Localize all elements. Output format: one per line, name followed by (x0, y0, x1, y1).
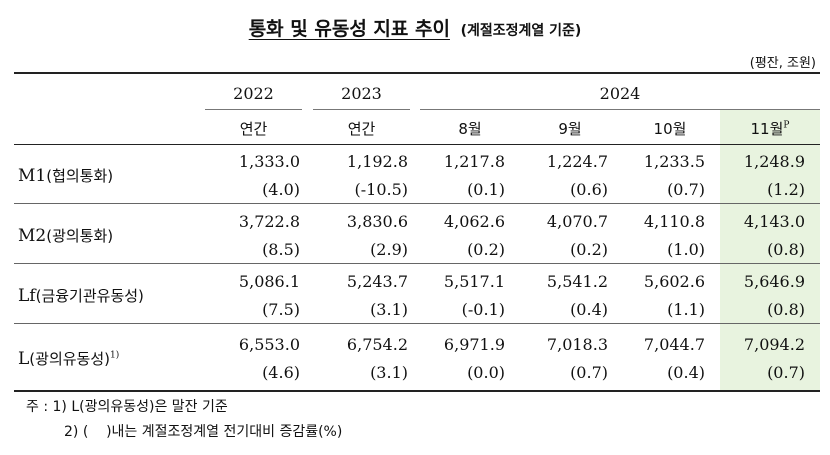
value-cell: 1,192.8 (346, 152, 408, 171)
rate-cell: (1.1) (667, 300, 705, 319)
note-1: 주 : 1) L(광의유동성)은 말잔 기준 (26, 399, 228, 415)
row-label: L(광의유동성)1) (18, 348, 119, 369)
rate-cell: (-10.5) (354, 180, 408, 199)
unit-label: (평잔, 조원) (749, 56, 816, 71)
subheader-sep: 9월 (558, 120, 582, 138)
year-2022: 2022 (233, 84, 274, 103)
value-cell: 5,541.2 (546, 272, 608, 291)
row-label-korean: (금융기관유동성) (35, 287, 144, 305)
latest-month-highlight (720, 110, 820, 390)
rate-cell: (0.7) (767, 363, 805, 382)
rate-cell: (0.2) (467, 240, 505, 259)
row-divider-2 (14, 263, 820, 264)
subheader-oct: 10월 (653, 120, 687, 138)
value-cell: 1,233.5 (643, 152, 705, 171)
rate-cell: (0.6) (570, 180, 608, 199)
value-cell: 7,018.3 (546, 335, 608, 354)
value-cell: 1,217.8 (443, 152, 505, 171)
value-cell: 1,248.9 (743, 152, 805, 171)
rate-cell: (0.8) (767, 300, 805, 319)
bottom-rule (14, 390, 820, 392)
value-cell: 1,224.7 (546, 152, 608, 171)
rate-cell: (3.1) (370, 363, 408, 382)
rate-cell: (0.7) (667, 180, 705, 199)
rate-cell: (1.0) (667, 240, 705, 259)
rate-cell: (0.7) (570, 363, 608, 382)
value-cell: 4,143.0 (743, 212, 805, 231)
rate-cell: (3.1) (370, 300, 408, 319)
rate-cell: (4.0) (262, 180, 300, 199)
rate-cell: (0.8) (767, 240, 805, 259)
row-divider-1 (14, 203, 820, 204)
value-cell: 6,754.2 (346, 335, 408, 354)
value-cell: 4,110.8 (643, 212, 705, 231)
row-label-footnote: 1) (110, 350, 120, 361)
row-label-korean: (광의통화) (46, 227, 114, 245)
preliminary-mark: P (783, 120, 790, 131)
value-cell: 7,094.2 (743, 335, 805, 354)
row-label-korean: (협의통화) (46, 167, 114, 185)
row-label-code: M1 (18, 166, 47, 186)
value-cell: 4,070.7 (546, 212, 608, 231)
row-divider-3 (14, 323, 820, 324)
row-label-code: M2 (18, 226, 47, 246)
value-cell: 7,044.7 (643, 335, 705, 354)
rate-cell: (0.2) (570, 240, 608, 259)
value-cell: 5,086.1 (238, 272, 300, 291)
title-subtitle: (계절조정계열 기준) (460, 23, 582, 39)
row-label: M2(광의통화) (18, 225, 113, 246)
row-label-code: Lf (18, 286, 36, 306)
header-rule-2023 (313, 109, 410, 110)
value-cell: 5,646.9 (743, 272, 805, 291)
header-bottom-rule (14, 144, 820, 145)
rate-cell: (0.0) (467, 363, 505, 382)
table-title: 통화 및 유동성 지표 추이 (계절조정계열 기준) (0, 14, 830, 41)
value-cell: 3,830.6 (346, 212, 408, 231)
row-label-korean: (광의유동성) (29, 350, 111, 368)
rate-cell: (0.4) (667, 363, 705, 382)
rate-cell: (7.5) (262, 300, 300, 319)
subheader-nov: 11월P (750, 120, 790, 138)
row-label: M1(협의통화) (18, 165, 113, 186)
top-rule (14, 72, 820, 74)
note-2: 2) ( )내는 계절조정계열 전기대비 증감률(%) (64, 424, 343, 440)
header-rule-2024 (420, 109, 820, 110)
value-cell: 1,333.0 (238, 152, 300, 171)
rate-cell: (0.4) (570, 300, 608, 319)
year-2024: 2024 (599, 84, 641, 103)
row-label-code: L (18, 349, 30, 369)
value-cell: 4,062.6 (443, 212, 505, 231)
value-cell: 5,602.6 (643, 272, 705, 291)
value-cell: 3,722.8 (238, 212, 300, 231)
rate-cell: (4.6) (262, 363, 300, 382)
rate-cell: (0.1) (467, 180, 505, 199)
value-cell: 5,517.1 (443, 272, 505, 291)
header-rule-2022 (205, 109, 302, 110)
subheader-2023-annual: 연간 (347, 120, 376, 138)
title-main: 통화 및 유동성 지표 추이 (248, 18, 450, 40)
subheader-2022-annual: 연간 (239, 120, 268, 138)
subheader-aug: 8월 (458, 120, 482, 138)
rate-cell: (8.5) (262, 240, 300, 259)
rate-cell: (-0.1) (461, 300, 505, 319)
value-cell: 5,243.7 (346, 272, 408, 291)
value-cell: 6,971.9 (443, 335, 505, 354)
row-label: Lf(금융기관유동성) (18, 285, 144, 306)
rate-cell: (2.9) (370, 240, 408, 259)
value-cell: 6,553.0 (238, 335, 300, 354)
year-2023: 2023 (341, 84, 382, 103)
rate-cell: (1.2) (767, 180, 805, 199)
